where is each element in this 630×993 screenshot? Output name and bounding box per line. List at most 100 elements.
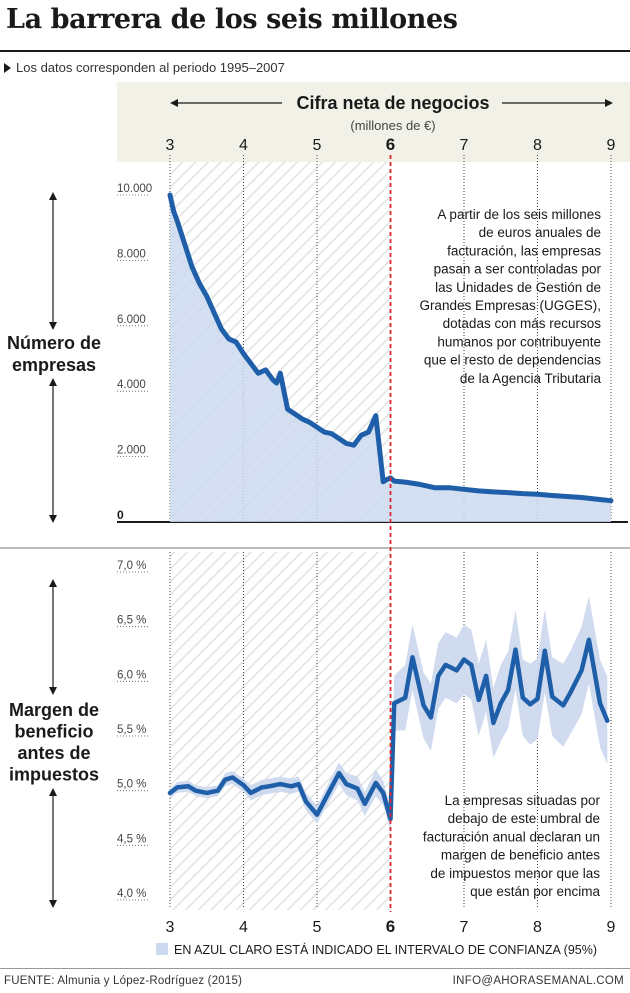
margin-data-point [463, 658, 465, 661]
number-data-point [242, 353, 245, 355]
arrow-down-icon [49, 900, 57, 908]
number-data-point [272, 379, 274, 381]
y-tick-label-top: 2.000 [117, 445, 146, 457]
arrow-down-icon [49, 322, 57, 330]
y-axis-title-top: Número de [7, 333, 101, 353]
x-tick-label-top: 9 [607, 137, 616, 154]
margin-data-point [250, 792, 252, 794]
number-data-point [492, 491, 494, 493]
x-tick-label-bottom: 7 [460, 919, 469, 936]
x-tick-label-bottom: 6 [386, 917, 395, 936]
number-data-point [184, 243, 186, 245]
x-tick-label-top: 4 [239, 137, 248, 154]
margin-data-point [588, 639, 590, 641]
margin-data-point [599, 702, 601, 704]
margin-data-point [375, 782, 377, 784]
margin-data-point [356, 787, 358, 790]
margin-data-point [279, 783, 281, 785]
margin-data-point [423, 704, 425, 707]
page-title: La barrera de los seis millones [6, 4, 458, 35]
margin-data-point [187, 785, 189, 787]
margin-data-point [290, 785, 292, 787]
y-tick-label-bottom: 4,0 % [117, 888, 146, 900]
margin-data-point [492, 722, 494, 724]
annotation-top: Grandes Empresas (UGGES), [419, 298, 601, 313]
x-tick-label-top: 6 [386, 135, 395, 154]
number-data-point [301, 418, 303, 420]
margin-data-point [176, 786, 178, 789]
x-tick-label-bottom: 8 [533, 919, 542, 936]
x-tick-label-bottom: 5 [313, 919, 322, 936]
data-layer [167, 155, 614, 912]
margin-data-point [500, 702, 502, 704]
number-data-point [507, 492, 509, 494]
number-data-point [276, 382, 278, 384]
number-data-point [235, 341, 237, 343]
axis-header-band [117, 82, 630, 162]
number-data-point [419, 483, 421, 485]
margin-data-point [411, 656, 414, 658]
number-data-point [169, 194, 171, 196]
margin-data-point [514, 649, 517, 651]
margin-data-point [404, 697, 406, 699]
x-tick-label-bottom: 9 [607, 919, 616, 936]
margin-data-point [562, 704, 564, 707]
number-data-point [566, 495, 568, 498]
arrow-down-icon [49, 687, 57, 695]
number-data-point [375, 415, 377, 417]
annotation-top: dotadas con más recursos [443, 316, 602, 331]
x-axis-title: Cifra neta de negocios [296, 93, 489, 113]
number-data-point [279, 372, 281, 374]
number-data-point [522, 493, 524, 495]
number-data-point [367, 431, 370, 433]
arrow-up-icon [49, 192, 57, 200]
margin-data-point [536, 698, 539, 700]
triangle-bullet-icon [4, 63, 11, 73]
x-tick-label-top: 8 [533, 137, 542, 154]
number-data-point [382, 481, 384, 483]
number-data-point [338, 438, 340, 440]
margin-data-point [544, 650, 546, 652]
margin-data-point [338, 772, 340, 774]
annotation-bottom: de impuestos menor que las [430, 866, 600, 881]
margin-data-point [268, 785, 270, 787]
margin-data-point [217, 790, 219, 792]
number-data-point [478, 490, 480, 492]
margin-data-point [345, 783, 347, 785]
number-data-point [404, 481, 406, 483]
y-axis-title-bottom: antes de [17, 743, 90, 763]
margin-data-point [470, 664, 472, 666]
margin-series-line [167, 637, 610, 822]
annotation-top: humanos por contribuyente [437, 334, 601, 349]
number-data-point [176, 220, 178, 222]
margin-data-point [382, 792, 384, 794]
hatched-region-bottom [170, 552, 391, 910]
subtitle-text: Los datos corresponden al periodo 1995–2… [16, 60, 285, 75]
number-data-point [536, 493, 539, 495]
annotation-top: las Unidades de Gestión de [435, 280, 601, 295]
number-data-point [345, 442, 347, 445]
margin-data-point [206, 792, 208, 794]
number-data-point [610, 500, 612, 502]
annotation-top: A partir de los seis millones [437, 207, 601, 222]
margin-data-point [305, 801, 307, 803]
number-data-point [316, 426, 318, 428]
number-data-point [173, 210, 175, 212]
number-data-point [287, 408, 289, 410]
text-layer: 3 3 4 4 5 5 6 6 7 7 8 8 9 9 Cifra neta de negocios (mil… [7, 93, 616, 957]
margin-data-point [430, 716, 432, 719]
number-data-point [360, 434, 362, 436]
title-divider [0, 50, 630, 52]
number-data-point [206, 295, 208, 297]
number-data-point [309, 421, 311, 423]
x-tick-label-bottom: 3 [166, 919, 175, 936]
margin-data-point [529, 703, 531, 705]
source-credit: FUENTE: Almunia y López-Rodríguez (2015) [4, 975, 243, 987]
annotation-top: facturación, las empresas [447, 243, 601, 258]
y-tick-label-top: 0 [117, 508, 124, 522]
margin-data-point [224, 779, 226, 781]
number-data-point [386, 478, 388, 481]
y-tick-label-top: 8.000 [117, 248, 146, 260]
annotation-top: de euros anuales de [479, 225, 601, 240]
x-tick-label-top: 5 [313, 137, 322, 154]
